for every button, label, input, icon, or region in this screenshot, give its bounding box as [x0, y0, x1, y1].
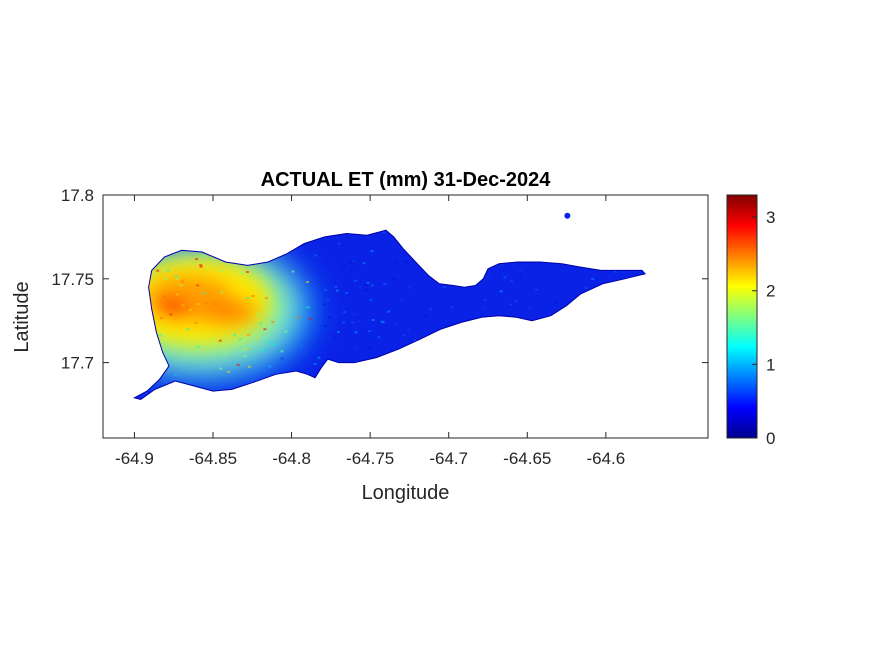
islet-marker: [564, 212, 571, 219]
y-tick-label: 17.8: [61, 186, 94, 205]
x-axis: -64.9 -64.85 -64.8 -64.75 -64.7 -64.65 -64.6: [115, 195, 625, 468]
colorbar-tick-label: 3: [766, 208, 775, 227]
plot-frame: [102, 194, 709, 439]
y-tick-label: 17.7: [61, 354, 94, 373]
x-tick-label: -64.9: [115, 449, 154, 468]
y-axis: 17.7 17.75 17.8: [51, 186, 708, 373]
x-tick-label: -64.85: [189, 449, 237, 468]
island-outline: [133, 229, 647, 401]
colorbar-tick-label: 2: [766, 282, 775, 301]
x-tick-label: -64.6: [586, 449, 625, 468]
x-axis-label: Longitude: [362, 482, 450, 504]
x-tick-label: -64.7: [429, 449, 468, 468]
x-tick-label: -64.75: [346, 449, 394, 468]
x-tick-label: -64.8: [272, 449, 311, 468]
chart-title: ACTUAL ET (mm) 31-Dec-2024: [261, 169, 552, 191]
colorbar-gradient: [726, 194, 758, 439]
colorbar-tick-label: 1: [766, 355, 775, 374]
colorbar: 0 1 2 3: [726, 194, 775, 448]
colorbar-tick-label: 0: [766, 429, 775, 448]
y-axis-label: Latitude: [11, 281, 33, 352]
y-tick-label: 17.75: [51, 270, 94, 289]
x-tick-label: -64.65: [503, 449, 551, 468]
